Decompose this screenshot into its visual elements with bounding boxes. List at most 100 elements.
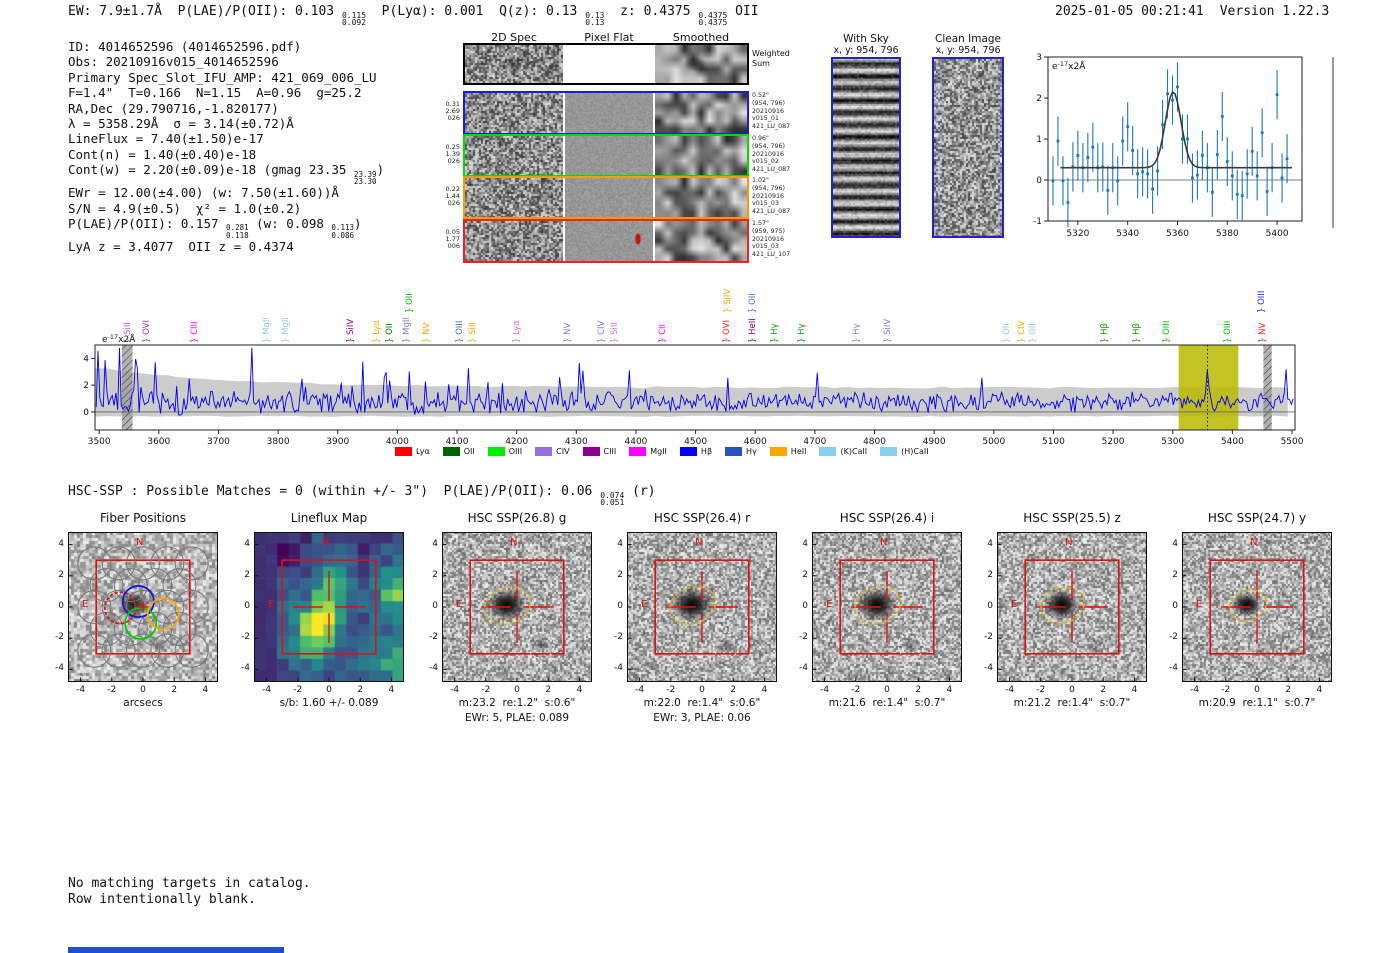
fiber-circle [162,568,197,603]
x-tick-label: 5300 [1161,437,1184,447]
x-tick-label: -2 [1221,685,1231,695]
clean-image-coords: x, y: 954, 796 [935,45,1001,56]
spec2d-row-right-label: 1.02" (954, 796) 20210916 v015_03 421_LU_087 [752,177,791,216]
x-tick-label: 5360 [1166,229,1189,239]
emission-line-label-SiII: } SiII [610,322,621,343]
x-tick-label: 3800 [267,437,290,447]
x-tick-label: -4 [1005,685,1015,695]
source-ellipse [1040,586,1085,625]
y-tick-label: -2 [984,632,993,643]
panel-sublabel: m:21.2 re:1.4" s:0.7" [1013,697,1131,709]
cutout-panel-hsc-y: HSC SSP(24.7) y N E -4 -4 -2 -2 0 0 2 2 4 4 m:20.9 re… [1169,511,1332,709]
legend-label: (H)CaII [901,446,929,456]
info-line-10: EWr = 12.00(±4.00) (w: 7.50(±1.60))Å [68,185,384,200]
x-tick-label: -4 [262,685,272,695]
panel-sublabel-2: EWr: 5, PLAE: 0.089 [464,712,570,724]
fiber-circle [174,590,209,624]
text-segment: Cont(n) = 1.40(±0.40)e-18 [68,146,257,162]
text-segment: LineFlux = 7.40(±1.50)e-17 [68,131,264,147]
x-tick-label: -4 [1190,685,1200,695]
y-tick-label: -1 [1033,217,1042,227]
emission-line-label-CIV: } CIV [1016,320,1027,343]
info-line-9: Cont(w) = 2.20(±0.09)e-18 (gmag 23.35 23… [68,162,384,185]
pixel-flat-cutout [565,136,653,175]
legend-label: CIV [556,446,570,456]
spec2d-row-2 [463,134,749,177]
text-segment: ) [354,215,362,231]
hsc-image [442,532,592,682]
pixel-flat-cutout [565,93,653,133]
text-segment: ID: 4014652596 (4014652596.pdf) [68,39,302,54]
emission-line-label-SiIV: } SiIV [722,288,733,313]
flux-units-label: e-17x2Å [1052,60,1086,72]
with-sky-title: With Sky [843,33,889,45]
fiber-circle [138,568,173,603]
neighbor-ellipse [712,631,740,659]
emission-line-label-OIII: } OIII [455,320,466,343]
axes-frame [1047,56,1303,222]
x-tick-label: 5500 [1281,437,1304,447]
legend-item: MgII [629,446,667,456]
detection-highlight-band [1178,345,1239,430]
x-tick-label: 3700 [207,437,230,447]
stacked-value: 0.113 0.086 [331,223,354,240]
pixel-flat-cutout [565,221,653,261]
bottom-blue-bar [68,947,284,953]
x-tick-label: 4700 [803,437,826,447]
panel-sublabel: m:22.0 re:1.4" s:0.6" [643,697,761,709]
full-spectrum-plot: 3500 3600 3700 3800 3900 4000 4100 4200 4300 4400… [83,333,1304,447]
text-segment: HSC-SSP : Possible Matches = 0 (within +… [68,484,601,499]
panel-frame [997,532,1147,682]
x-tick-label: 0 [326,685,332,695]
emission-line-label-CIV: } CIV [597,320,608,343]
source-ellipse [669,585,717,625]
emission-line-label-Hγ: } Hγ [851,323,862,343]
x-tick-label: -4 [76,685,86,695]
panel-overlay [254,532,404,682]
legend-label: (K)CaII [840,446,868,456]
y-tick-label: -4 [799,663,808,674]
spec2d-row-left-label: 0.22 1.44 026 [445,185,460,208]
compass-north: N [1065,537,1073,548]
col-header-pixelflat: Pixel Flat [584,31,634,44]
y-tick-label: 0 [58,601,64,611]
y-tick-label: 3 [1036,53,1042,63]
y-tick-label: 2 [58,569,64,580]
x-tick-label: 0 [699,685,705,695]
with-sky-image-frame [831,57,901,238]
y-tick-label: 4 [1172,538,1178,549]
x-tick-label: 2 [357,685,364,695]
y-tick-label: 0 [83,408,89,418]
legend-label: OII [463,446,475,456]
x-tick-label: 2 [545,685,552,695]
x-tick-label: 4 [576,685,583,695]
y-tick-label: -2 [614,632,623,643]
legend-label: Lyα [416,446,430,456]
stacked-value: 23.39 23.30 [353,169,377,186]
text-segment: Cont(w) = 2.20(±0.09)e-18 (gmag 23.35 [68,162,354,178]
x-tick-label: 5320 [1066,229,1089,239]
footer-line-1: No matching targets in catalog. [68,876,311,891]
emission-line-label-OVI: } OVI [142,320,153,343]
x-tick-label: -2 [666,685,676,695]
spectrum-line [95,347,1294,416]
text-segment: Obs: 20210916v015_4014652596 [68,54,279,70]
legend-label: HeII [790,446,807,456]
panel-sublabel: m:21.6 re:1.4" s:0.7" [828,697,946,709]
with-sky-coords: x, y: 954, 796 [833,45,899,56]
hsc-image [627,532,777,682]
spec2d-row-right-label: Weighted Sum [752,49,790,68]
y-tick-label: -4 [429,663,438,674]
emission-line-label-OII: } OII [1027,323,1038,343]
cutout-panel-hsc-i: HSC SSP(26.4) i N E -4 -4 -2 -2 0 0 2 2 4 4 m:21.6 re… [799,511,962,709]
legend-item: HeII [769,446,807,456]
text-segment: EW: 7.9±1.7Å P(LAE)/P(OII): 0.103 [68,4,342,19]
y-tick-label: 4 [617,538,623,549]
y-tick-label: 2 [244,569,250,580]
panel-frame [812,532,962,682]
emission-line-label-SiII: } SiII [467,322,478,343]
x-tick-label: 4300 [565,437,588,447]
y-tick-label: 0 [802,601,808,611]
spec2d-cutout [465,221,563,261]
info-line-13: LyA z = 3.4077 OII z = 0.4374 [68,239,384,254]
